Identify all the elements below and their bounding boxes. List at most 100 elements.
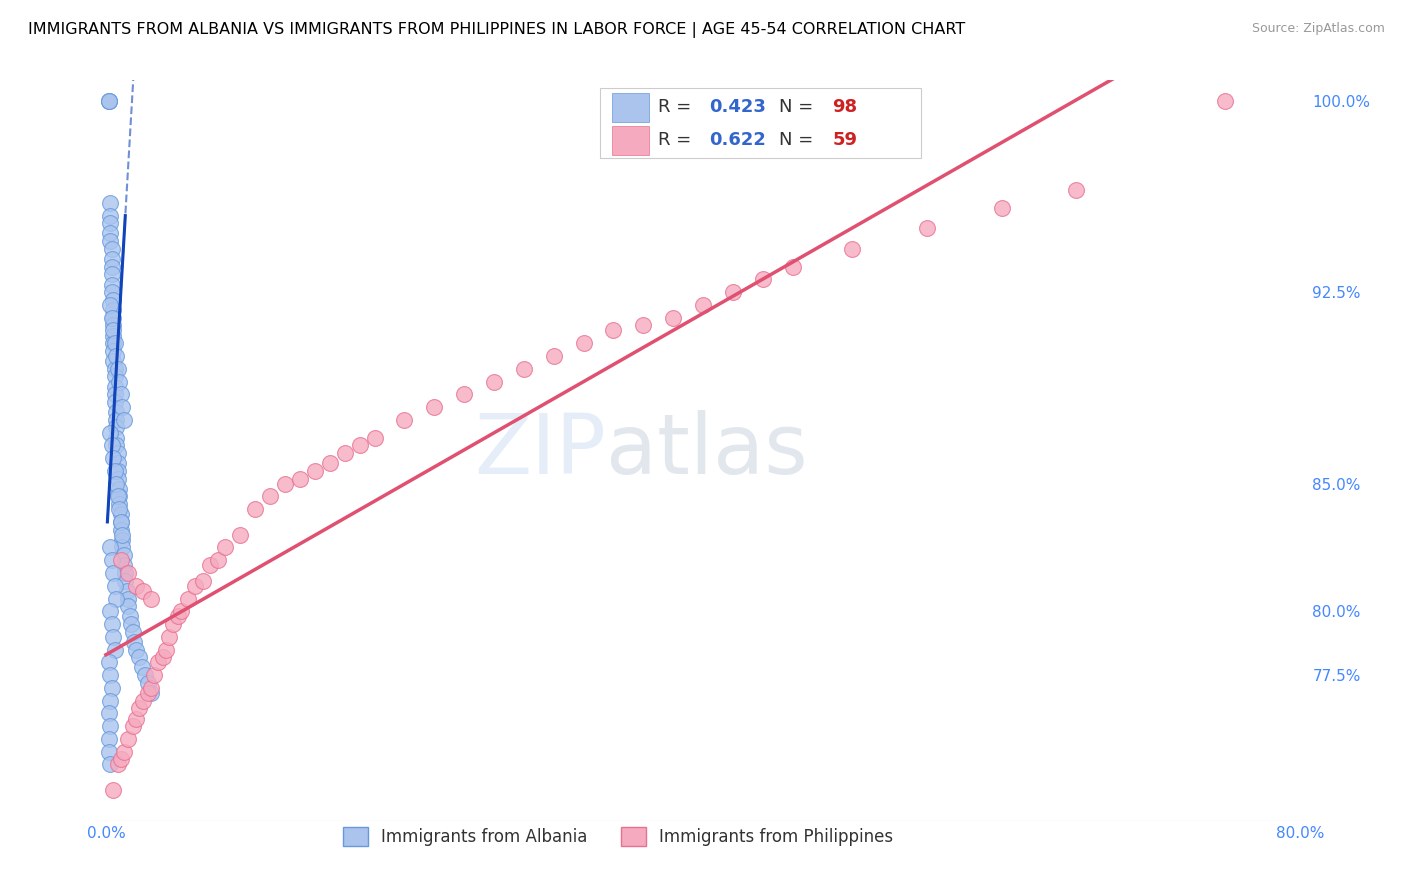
Text: 0.423: 0.423	[709, 98, 766, 116]
Point	[104, 379, 127, 393]
Point	[602, 323, 624, 337]
Point	[101, 310, 124, 325]
Point	[112, 558, 135, 573]
Point	[108, 490, 131, 504]
Point	[662, 310, 685, 325]
Point	[915, 221, 938, 235]
Point	[104, 361, 127, 376]
Point	[136, 686, 159, 700]
Point	[103, 354, 125, 368]
FancyBboxPatch shape	[613, 93, 648, 122]
Text: 59: 59	[832, 131, 858, 150]
Point	[110, 387, 132, 401]
Point	[229, 527, 252, 541]
Point	[112, 745, 135, 759]
Point	[104, 395, 127, 409]
Point	[259, 490, 281, 504]
Point	[125, 712, 148, 726]
Text: N =: N =	[779, 131, 820, 150]
Point	[110, 553, 132, 567]
Point	[101, 242, 124, 256]
Point	[146, 656, 169, 670]
Point	[114, 566, 136, 580]
Point	[97, 731, 120, 746]
Point	[117, 731, 139, 746]
Point	[98, 234, 121, 248]
Point	[104, 464, 127, 478]
Point	[304, 464, 326, 478]
Point	[101, 681, 124, 695]
Point	[97, 656, 120, 670]
Point	[107, 471, 129, 485]
Point	[111, 533, 134, 547]
Text: IMMIGRANTS FROM ALBANIA VS IMMIGRANTS FROM PHILIPPINES IN LABOR FORCE | AGE 45-5: IMMIGRANTS FROM ALBANIA VS IMMIGRANTS FR…	[28, 22, 966, 38]
Point	[103, 783, 125, 797]
Point	[110, 515, 132, 529]
Point	[121, 719, 143, 733]
Point	[692, 298, 714, 312]
Point	[110, 752, 132, 766]
Text: R =: R =	[658, 98, 697, 116]
Point	[101, 277, 124, 292]
Point	[139, 686, 162, 700]
Point	[105, 405, 128, 419]
Point	[104, 369, 127, 384]
Point	[101, 438, 124, 452]
Point	[110, 515, 132, 529]
Point	[111, 541, 134, 555]
Point	[152, 650, 174, 665]
Point	[117, 566, 139, 580]
Point	[101, 252, 124, 266]
Point	[98, 227, 121, 241]
Point	[169, 604, 191, 618]
Point	[633, 318, 655, 333]
Text: atlas: atlas	[606, 410, 808, 491]
Point	[107, 456, 129, 470]
Legend: Immigrants from Albania, Immigrants from Philippines: Immigrants from Albania, Immigrants from…	[336, 821, 900, 853]
Point	[1064, 183, 1087, 197]
Point	[104, 642, 127, 657]
Point	[841, 242, 863, 256]
Point	[107, 757, 129, 772]
Point	[453, 387, 475, 401]
Text: Source: ZipAtlas.com: Source: ZipAtlas.com	[1251, 22, 1385, 36]
Point	[166, 609, 188, 624]
Point	[132, 693, 155, 707]
Point	[319, 456, 342, 470]
Point	[101, 553, 124, 567]
Point	[105, 438, 128, 452]
Point	[157, 630, 180, 644]
Point	[103, 293, 125, 307]
Point	[349, 438, 371, 452]
Text: N =: N =	[779, 98, 820, 116]
Point	[155, 642, 177, 657]
Point	[107, 446, 129, 460]
Point	[125, 642, 148, 657]
Point	[97, 94, 120, 108]
Point	[333, 446, 356, 460]
Point	[751, 272, 773, 286]
Point	[112, 548, 135, 562]
Point	[243, 502, 266, 516]
Text: 98: 98	[832, 98, 858, 116]
Point	[162, 617, 184, 632]
Point	[131, 660, 153, 674]
Point	[105, 349, 128, 363]
Point	[128, 701, 150, 715]
Text: 0.622: 0.622	[709, 131, 766, 150]
Point	[482, 375, 505, 389]
Point	[184, 579, 207, 593]
FancyBboxPatch shape	[600, 87, 921, 158]
Point	[101, 268, 124, 282]
Point	[134, 668, 156, 682]
Point	[108, 497, 131, 511]
Point	[101, 260, 124, 274]
Point	[1215, 94, 1237, 108]
Point	[721, 285, 744, 300]
Point	[98, 195, 121, 210]
Point	[122, 635, 145, 649]
Point	[103, 328, 125, 343]
Point	[121, 624, 143, 639]
Point	[108, 502, 131, 516]
Point	[97, 706, 120, 721]
